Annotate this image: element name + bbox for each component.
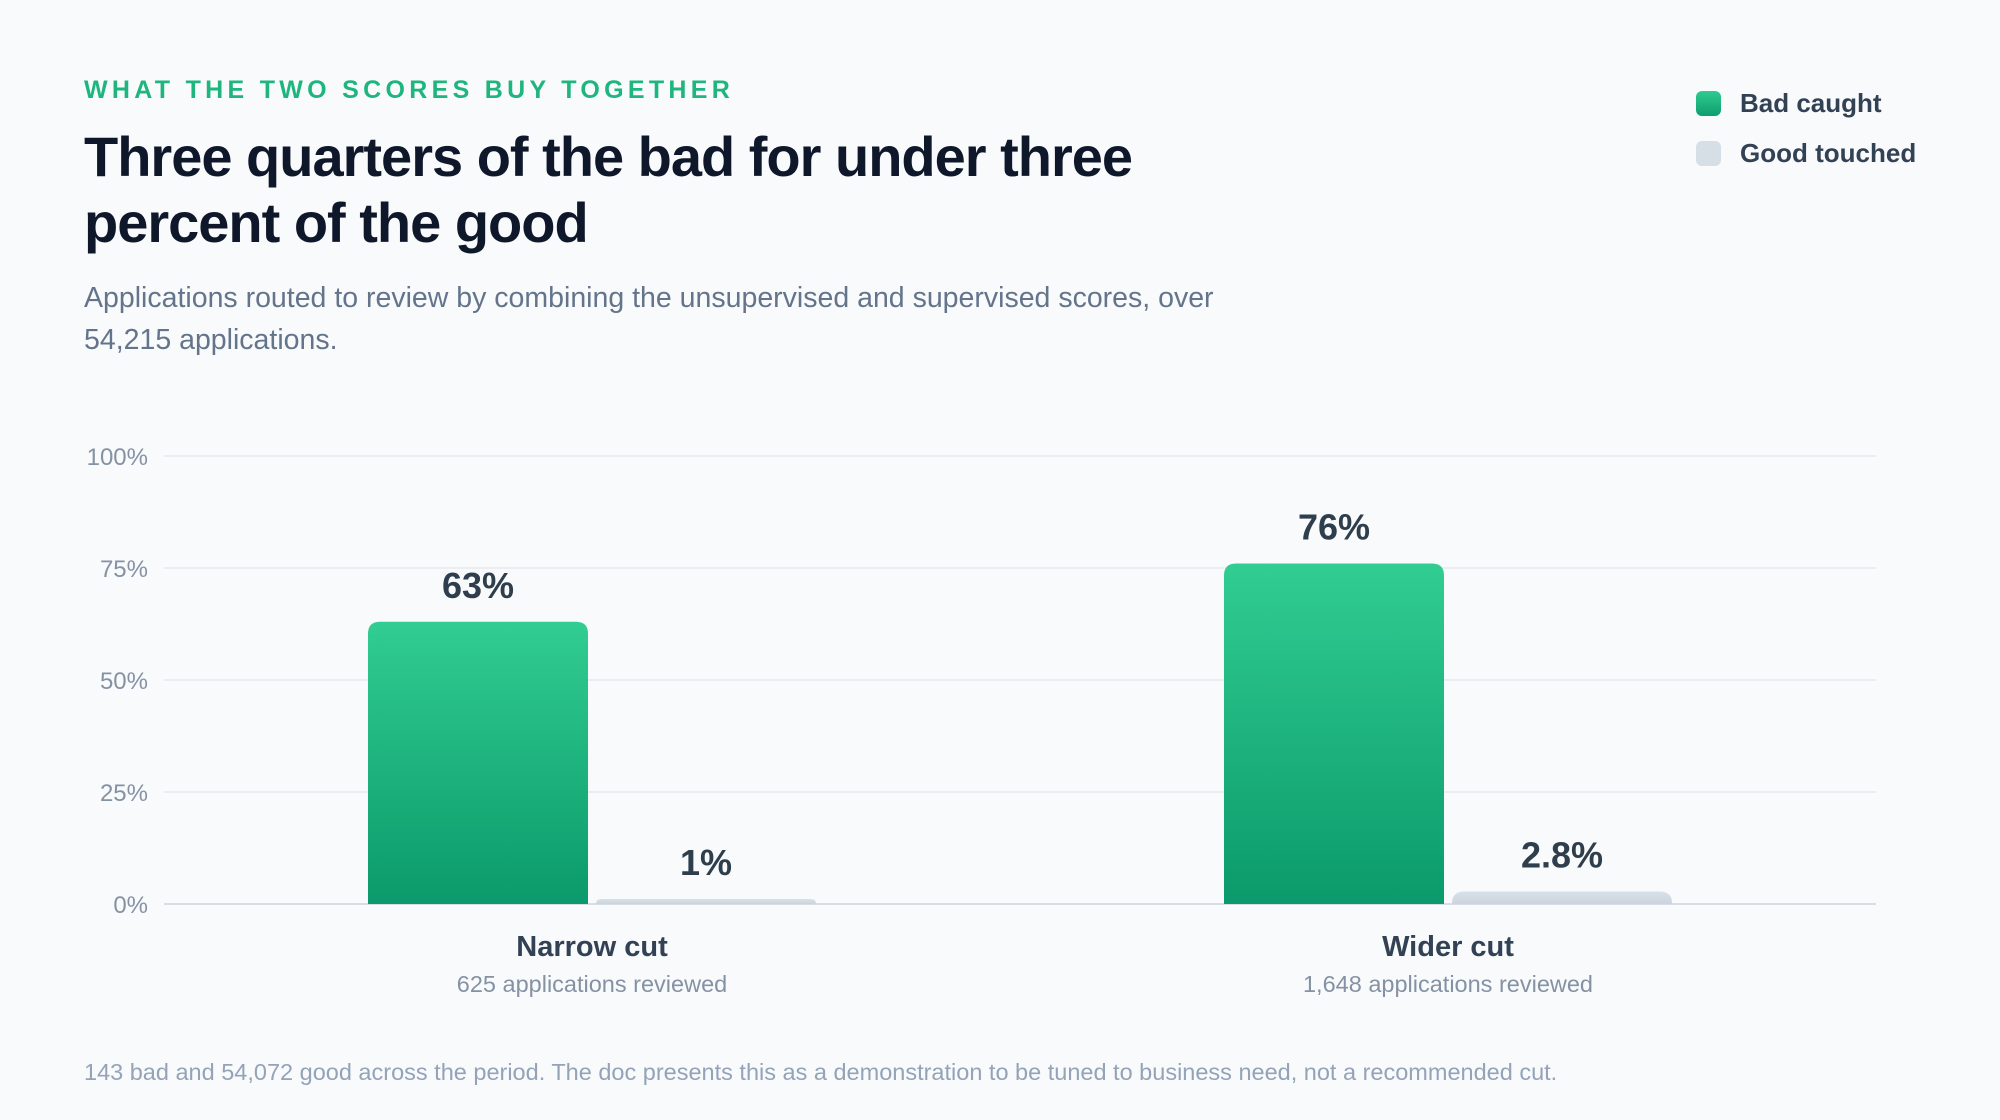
legend-swatch-bad-caught [1696, 90, 1721, 116]
data-label: 63% [442, 565, 514, 606]
legend-item-bad-caught: Bad caught [1696, 86, 1916, 120]
legend: Bad caught Good touched [1696, 86, 1916, 186]
y-tick-label: 75% [100, 556, 148, 583]
legend-label-bad-caught: Bad caught [1740, 87, 1882, 118]
legend-item-good-touched: Good touched [1696, 136, 1916, 170]
y-tick-label: 25% [100, 780, 148, 807]
x-category-label: Wider cut [1382, 931, 1514, 963]
legend-swatch-good-touched [1696, 140, 1721, 166]
bar-bad-caught-wider [1224, 563, 1444, 904]
x-category-sublabel: 625 applications reviewed [457, 971, 727, 997]
data-label: 76% [1298, 507, 1370, 548]
bar-good-touched-narrow [596, 899, 816, 904]
footnote: 143 bad and 54,072 good across the perio… [84, 1059, 1558, 1085]
y-tick-label: 50% [100, 668, 148, 695]
eyebrow-label: What the two scores buy together [84, 76, 735, 104]
data-label: 2.8% [1521, 834, 1603, 875]
y-tick-label: 0% [113, 892, 148, 919]
y-tick-label: 100% [87, 444, 148, 471]
bar-bad-caught-narrow [368, 621, 588, 904]
chart-title: Three quarters of the bad for under thre… [84, 125, 1133, 254]
x-category-label: Narrow cut [516, 931, 668, 963]
x-category-sublabel: 1,648 applications reviewed [1303, 971, 1593, 997]
bar-good-touched-wider [1452, 891, 1672, 904]
data-label: 1% [680, 842, 732, 883]
legend-label-good-touched: Good touched [1740, 137, 1917, 168]
chart-subtitle: Applications routed to review by combini… [84, 282, 1214, 356]
